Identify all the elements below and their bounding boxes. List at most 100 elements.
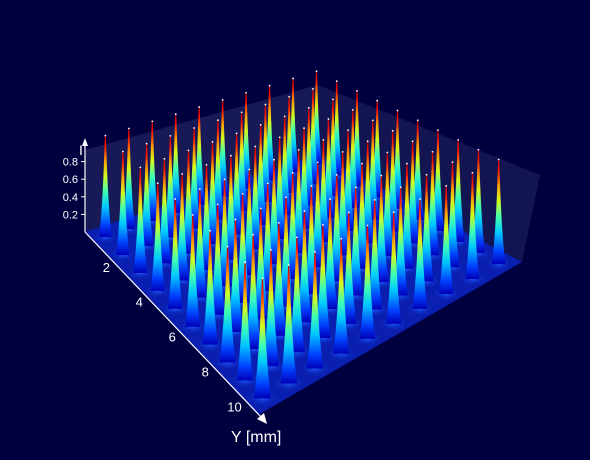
intensity-peak [185, 214, 201, 327]
peak-tip [181, 173, 184, 175]
peak-tip [373, 198, 376, 201]
peak-tip [226, 245, 229, 248]
intensity-peak [248, 146, 262, 250]
peak-tip [376, 99, 379, 102]
intensity-peak [400, 163, 414, 269]
peak-tip [254, 145, 257, 148]
intensity-peak [348, 187, 363, 296]
peak-tip [329, 198, 331, 201]
peak-tip [497, 158, 500, 161]
peak-tip [351, 108, 354, 111]
intensity-peak [288, 237, 305, 353]
peak-tip [288, 95, 291, 98]
peak-tip [312, 88, 314, 90]
intensity-peak [367, 199, 383, 310]
peak-tip [205, 163, 208, 166]
peak-tip [425, 173, 428, 176]
peak-tip [366, 140, 369, 143]
peak-tip [314, 251, 316, 253]
y-tick-label: 2 [103, 260, 110, 275]
peak-tip [221, 98, 224, 101]
peak-tip [252, 233, 255, 236]
intensity-peak [359, 225, 376, 339]
intensity-peak [386, 212, 402, 324]
peak-tip [198, 188, 201, 191]
intensity-peak [227, 219, 244, 332]
peak-tip [145, 142, 148, 145]
z-tick-label: 0.8 [63, 157, 78, 169]
peak-tip [419, 198, 421, 201]
peak-tip [297, 148, 300, 151]
intensity-peak [393, 187, 408, 296]
peak-tip [391, 129, 394, 132]
peak-tip [340, 237, 343, 240]
intensity-peak [253, 208, 269, 320]
peak-tip [259, 123, 262, 126]
peak-tip [347, 211, 350, 214]
intensity-peak [206, 141, 219, 245]
intensity-peak [235, 193, 250, 303]
peak-tip [163, 157, 166, 160]
intensity-peak [236, 262, 254, 381]
intensity-peak [322, 199, 338, 309]
intensity-peak [310, 162, 325, 268]
intensity-peak [210, 204, 226, 315]
y-ticks: 2 4 6 8 10 [103, 260, 242, 414]
intensity-peak [164, 135, 177, 238]
peak-tip [291, 171, 294, 174]
peak-tip [361, 162, 363, 165]
peak-tip [396, 109, 399, 112]
peak-tip [366, 224, 369, 227]
peak-tip [347, 129, 349, 132]
peak-tip [322, 139, 325, 141]
peak-tip [356, 90, 358, 92]
peak-tip [241, 192, 244, 195]
intensity-peak [341, 212, 357, 324]
intensity-peak [116, 151, 130, 256]
peak-tip [354, 186, 357, 189]
peaks-group [92, 70, 513, 407]
peak-tip [156, 182, 159, 185]
intensity-peak [280, 265, 298, 384]
peak-tip [411, 140, 414, 143]
peak-tip [283, 115, 286, 118]
peak-tip [285, 196, 287, 199]
intensity-peak [271, 222, 287, 336]
peak-tip [303, 210, 306, 212]
peak-tip [216, 203, 219, 206]
z-axis-arrow [82, 138, 88, 146]
intensity-peak [146, 121, 159, 221]
peak-tip [270, 249, 272, 251]
intensity-peak [140, 143, 154, 247]
peak-tip [392, 211, 395, 214]
peak-tip [104, 134, 107, 137]
peak-tip [216, 119, 219, 122]
peak-tip [244, 261, 246, 264]
y-axis-arrow [257, 413, 267, 424]
y-tick-label: 6 [169, 330, 176, 345]
peak-tip [315, 70, 318, 73]
intensity-peak [315, 224, 331, 338]
peak-tip [264, 103, 267, 106]
intensity-peak [192, 189, 208, 298]
peak-tip [386, 151, 389, 154]
peak-tip [121, 150, 124, 153]
peak-tip [174, 198, 177, 200]
peak-tip [273, 158, 275, 161]
peak-tip [287, 264, 290, 267]
intensity-peak [99, 135, 112, 238]
peak-tip [240, 111, 243, 114]
intensity-peak [355, 163, 369, 269]
peak-tip [191, 213, 194, 216]
intensity-peak [306, 251, 324, 369]
peak-tip [371, 119, 374, 122]
peak-tip [261, 277, 264, 280]
peak-tip [259, 207, 262, 210]
y-axis [84, 231, 263, 419]
intensity-peak [245, 234, 262, 350]
peak-tip [292, 77, 294, 80]
peak-tip [245, 91, 248, 94]
peak-tip [406, 162, 408, 165]
peak-tip [234, 218, 237, 221]
